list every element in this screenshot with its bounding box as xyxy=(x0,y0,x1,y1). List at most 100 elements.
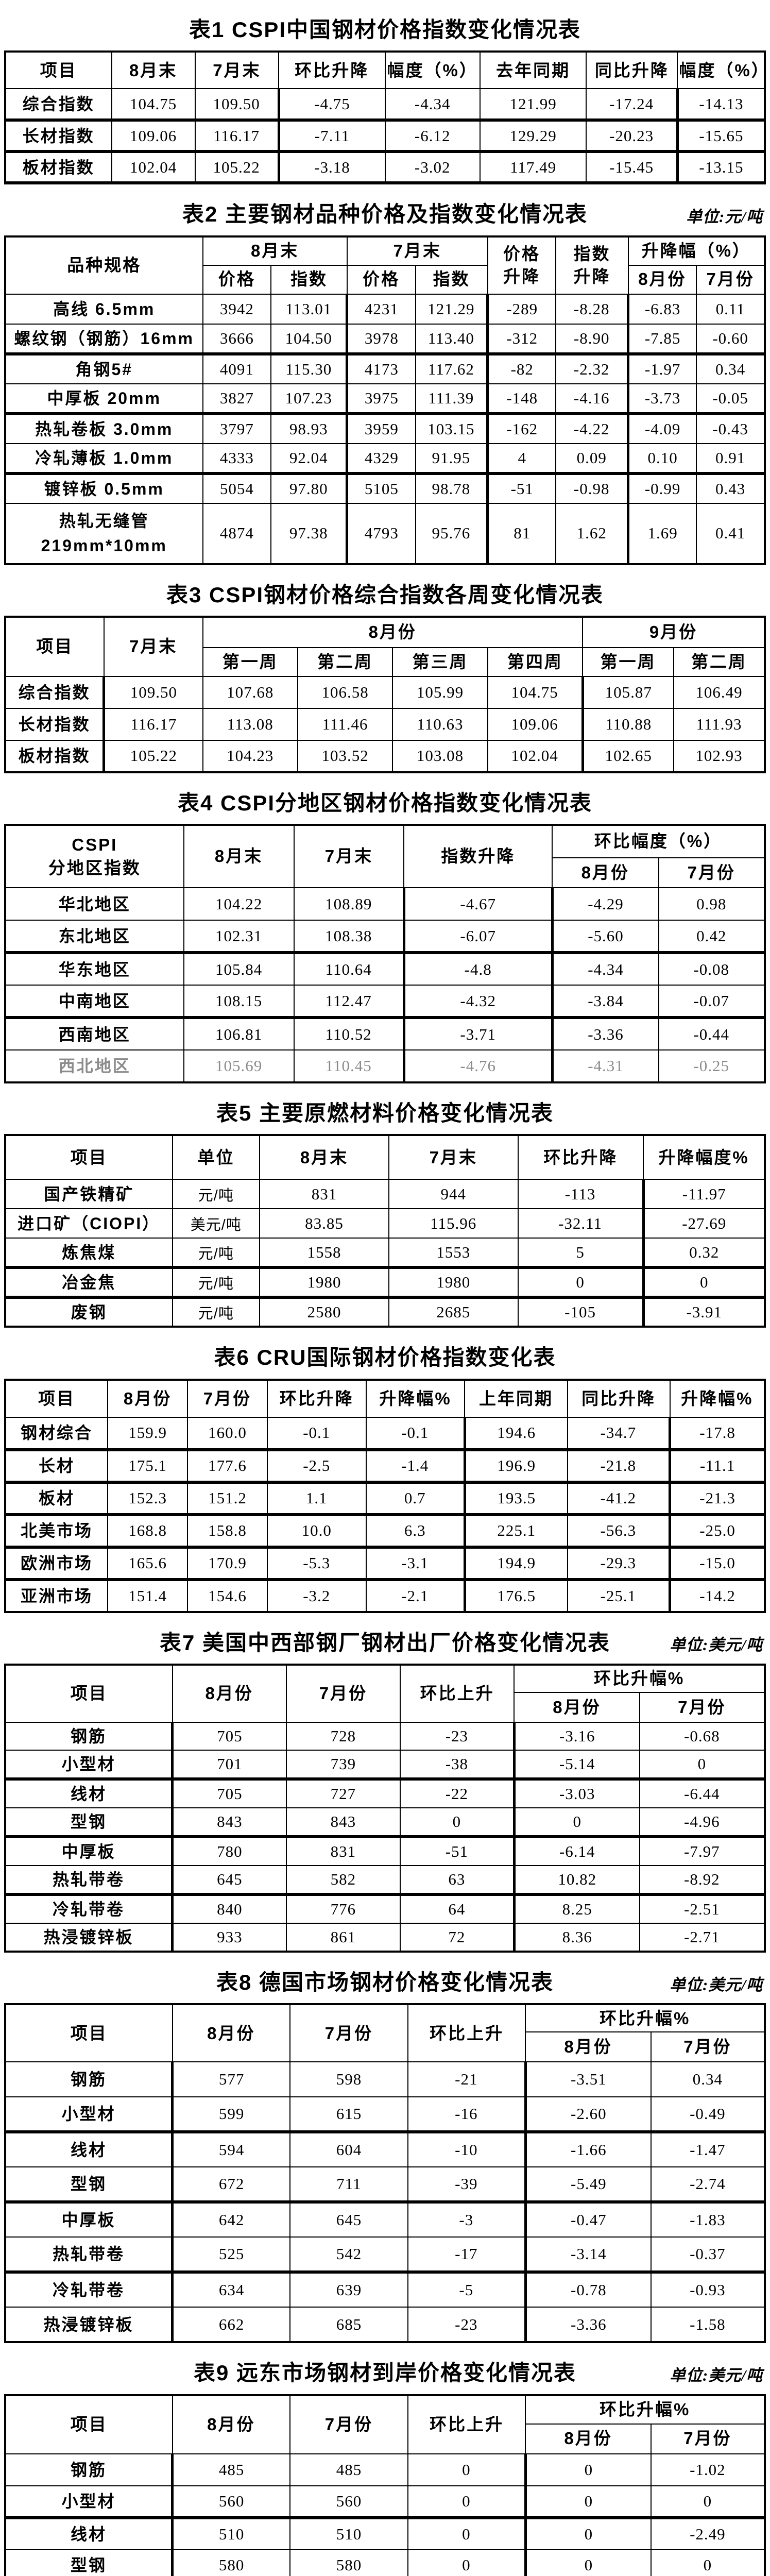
table-row: 国产铁精矿 元/吨 831 944 -113 -11.97 xyxy=(5,1179,765,1210)
cell-value: 4874 xyxy=(202,502,272,565)
cell-value: 98.78 xyxy=(415,472,489,504)
cell-value: 3942 xyxy=(202,293,272,325)
cell-value: -8.28 xyxy=(555,293,630,325)
cell-value: 64 xyxy=(399,1894,516,1924)
column-header: 7月份 xyxy=(289,2394,408,2454)
table-9-title: 表9 远东市场钢材到岸价格变化情况表 单位:美元/吨 xyxy=(4,2361,766,2385)
cell-value: 168.8 xyxy=(107,1514,188,1549)
cell-value: 0 xyxy=(407,2517,527,2550)
cell-value: -0.1 xyxy=(365,1416,466,1451)
table-8-title: 表8 德国市场钢材价格变化情况表 单位:美元/吨 xyxy=(4,1970,766,1995)
cell-value: -41.2 xyxy=(567,1481,672,1516)
table-row: 中厚板 642 645 -3 -0.47 -1.83 xyxy=(5,2201,766,2238)
table-row: 角钢5# 4091 115.30 4173 117.62 -82 -2.32 -1.97 0.3… xyxy=(5,353,765,384)
cell-value: -3.51 xyxy=(525,2061,652,2098)
row-label: 热轧卷板 3.0mm xyxy=(5,413,203,444)
cell-value: 105.87 xyxy=(582,675,674,709)
column-header: CSPI 分地区指数 xyxy=(5,824,184,889)
cell-value: 151.4 xyxy=(107,1579,188,1613)
row-label: 钢筋 xyxy=(5,1722,174,1751)
cell-value: 106.58 xyxy=(297,675,393,709)
cell-value: -21.8 xyxy=(567,1449,672,1484)
row-label: 热轧无缝管 219mm*10mm xyxy=(5,502,203,565)
header-row: 项目 8月份 7月份 环比上升 环比升幅% xyxy=(5,2394,765,2454)
cell-value: 元/吨 xyxy=(172,1179,261,1210)
column-header: 8月份 xyxy=(172,1664,287,1723)
row-label: 镀锌板 0.5mm xyxy=(5,472,203,504)
column-header: 项目 xyxy=(5,616,105,677)
cell-value: -5.14 xyxy=(514,1750,640,1781)
cell-value: 175.1 xyxy=(107,1449,188,1484)
data-table: 项目 7月末 8月份 9月份 第一周 第二周 第三周 第四周 第一周 第二周 综合指数 109.50 1… xyxy=(4,615,766,773)
column-header: 环比升幅% xyxy=(525,2004,765,2033)
cell-value: 107.23 xyxy=(270,383,349,415)
cell-value: 111.39 xyxy=(415,383,489,415)
cell-value: -113 xyxy=(517,1179,645,1210)
cell-value: 109.50 xyxy=(194,88,280,122)
cell-value: -0.44 xyxy=(658,1017,765,1051)
cell-value: -1.66 xyxy=(525,2131,652,2168)
cell-value: -6.44 xyxy=(639,1778,766,1809)
cell-value: -312 xyxy=(487,323,557,355)
cell-value: -3.2 xyxy=(266,1579,367,1613)
table-row: 型钢 843 843 0 0 -4.96 xyxy=(5,1807,766,1839)
table-7-title: 表7 美国中西部钢厂钢材出厂价格变化情况表 单位:美元/吨 xyxy=(4,1631,766,1655)
cell-value: 102.04 xyxy=(111,151,196,185)
table-row: 热轧卷板 3.0mm 3797 98.93 3959 103.15 -162 -4.22 -4… xyxy=(5,413,765,444)
cell-value: 861 xyxy=(285,1923,401,1953)
cell-value: 5054 xyxy=(202,472,272,504)
cell-value: 1.62 xyxy=(555,502,630,565)
cell-value: -4.09 xyxy=(627,413,697,444)
cell-value: -8.92 xyxy=(639,1865,766,1896)
cell-value: -148 xyxy=(487,383,557,415)
cell-value: 103.08 xyxy=(392,739,488,773)
column-header: 环比上升 xyxy=(407,2004,526,2063)
cell-value: -4.29 xyxy=(552,887,659,921)
cell-value: -5.60 xyxy=(552,920,659,955)
column-header: 价格 升降 xyxy=(487,235,557,295)
cell-value: 107.68 xyxy=(202,675,298,709)
table-row: 欧洲市场 165.6 170.9 -5.3 -3.1 194.9 -29.3 -15.0 xyxy=(4,1546,766,1581)
cell-value: -27.69 xyxy=(643,1208,765,1239)
cell-value: 739 xyxy=(285,1750,401,1781)
column-header: 同比升降 xyxy=(567,1379,671,1418)
cell-value: -2.74 xyxy=(650,2166,766,2204)
cell-value: 510 xyxy=(172,2517,291,2550)
cell-value: 672 xyxy=(172,2166,291,2204)
table-row: 东北地区 102.31 108.38 -6.07 -5.60 0.42 xyxy=(5,920,765,955)
table-title-text: 表7 美国中西部钢厂钢材出厂价格变化情况表 xyxy=(159,1630,611,1655)
table-row: 小型材 560 560 0 0 0 xyxy=(5,2485,766,2519)
cell-value: 560 xyxy=(289,2485,408,2519)
cell-value: 0.34 xyxy=(650,2061,766,2098)
row-label: 冷轧带卷 xyxy=(5,1894,174,1924)
cell-value: 109.06 xyxy=(487,707,584,741)
cell-value: -6.83 xyxy=(627,293,697,325)
table-row: 综合指数 104.75 109.50 -4.75 -4.34 121.99 -17.24 -1… xyxy=(5,88,765,122)
table-row: 型钢 580 580 0 0 0 xyxy=(5,2549,766,2576)
cell-value: 110.63 xyxy=(392,707,488,741)
cell-value: 580 xyxy=(289,2549,408,2576)
table-unit-label: 单位:美元/吨 xyxy=(670,1636,763,1654)
cell-value: 109.06 xyxy=(111,120,196,154)
cell-value: 0.10 xyxy=(627,443,697,475)
column-header: 7月份 xyxy=(696,264,765,295)
cell-value: 780 xyxy=(172,1836,287,1867)
row-label: 中厚板 xyxy=(5,2201,174,2238)
column-header: 8月份 xyxy=(107,1379,188,1418)
cell-value: 4333 xyxy=(202,443,272,475)
cell-value: -0.05 xyxy=(696,383,765,415)
column-header: 项目 xyxy=(5,1134,173,1180)
cell-value: 580 xyxy=(172,2549,291,2576)
table-8-host: 项目 8月份 7月份 环比上升 环比升幅% 8月份 7月份 钢筋 577 598 -21 -3.51 0… xyxy=(4,2003,766,2344)
cell-value: 525 xyxy=(172,2236,291,2274)
row-label: 型钢 xyxy=(5,1807,174,1839)
cell-value: 72 xyxy=(399,1923,516,1953)
cell-value: 0 xyxy=(517,1267,645,1299)
cell-value: 599 xyxy=(172,2096,291,2134)
row-label: 小型材 xyxy=(5,2485,174,2519)
column-header: 品种规格 xyxy=(5,235,203,295)
column-header: 第二周 xyxy=(297,647,393,677)
data-table: 项目 8月末 7月末 环比升降 幅度（%） 去年同期 同比升降 幅度（%） 综合指数 104.75… xyxy=(4,50,766,185)
cell-value: -7.85 xyxy=(627,323,697,355)
table-row: 冷轧带卷 840 776 64 8.25 -2.51 xyxy=(5,1894,766,1924)
